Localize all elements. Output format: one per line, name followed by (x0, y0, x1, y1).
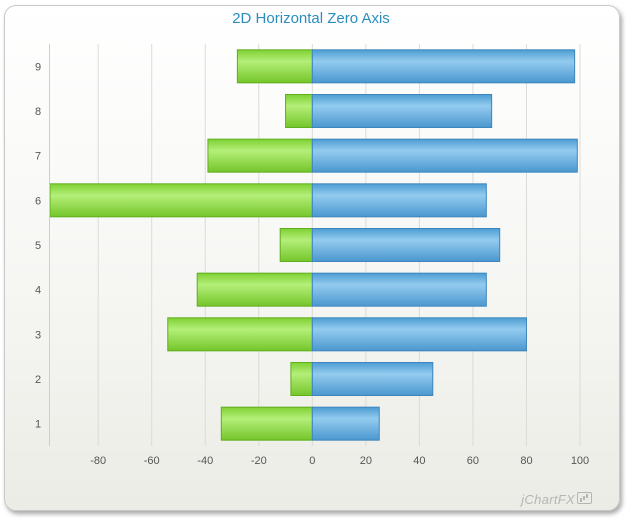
x-tick-label: 100 (571, 455, 589, 467)
x-tick-label: -40 (197, 455, 213, 467)
bar (279, 228, 313, 262)
bar (311, 183, 487, 218)
y-tick-label: 1 (35, 419, 41, 431)
chart-logo-icon (577, 492, 592, 504)
x-tick-label: 60 (467, 455, 479, 467)
bar (207, 138, 313, 173)
chart-title: 2D Horizontal Zero Axis (232, 10, 390, 27)
bar (220, 406, 313, 441)
bars (49, 49, 578, 441)
bar (311, 49, 576, 84)
y-tick-label: 8 (35, 106, 41, 118)
bar (311, 138, 578, 173)
x-tick-label: 80 (520, 455, 532, 467)
bar (311, 362, 434, 396)
y-tick-label: 4 (35, 285, 41, 297)
x-tick-label: 40 (413, 455, 425, 467)
x-tick-label: 20 (360, 455, 372, 467)
bar (311, 406, 380, 441)
bar (311, 228, 501, 262)
bar (167, 317, 313, 352)
chartfx-watermark: jChartFX (521, 492, 592, 507)
bar (311, 317, 527, 352)
x-tick-label: -80 (90, 455, 106, 467)
y-tick-label: 5 (35, 240, 41, 252)
bar (311, 272, 487, 307)
y-tick-label: 6 (35, 195, 41, 207)
bar (290, 362, 313, 396)
y-tick-label: 7 (35, 151, 41, 163)
x-tick-label: 0 (309, 455, 315, 467)
y-tick-label: 3 (35, 329, 41, 341)
x-tick-label: -20 (251, 455, 267, 467)
y-tick-label: 9 (35, 61, 41, 73)
watermark-text: jChartFX (521, 492, 575, 507)
bar (285, 94, 313, 128)
x-tick-label: -60 (144, 455, 160, 467)
bar (236, 49, 313, 84)
y-tick-label: 2 (35, 374, 41, 386)
bar (311, 94, 493, 128)
bar (196, 272, 313, 307)
bar (49, 183, 313, 218)
axes: -80 -60 -40 -20 0 20 40 60 80 100 1 2 3 4 5 6 7 8 9 (35, 44, 589, 467)
